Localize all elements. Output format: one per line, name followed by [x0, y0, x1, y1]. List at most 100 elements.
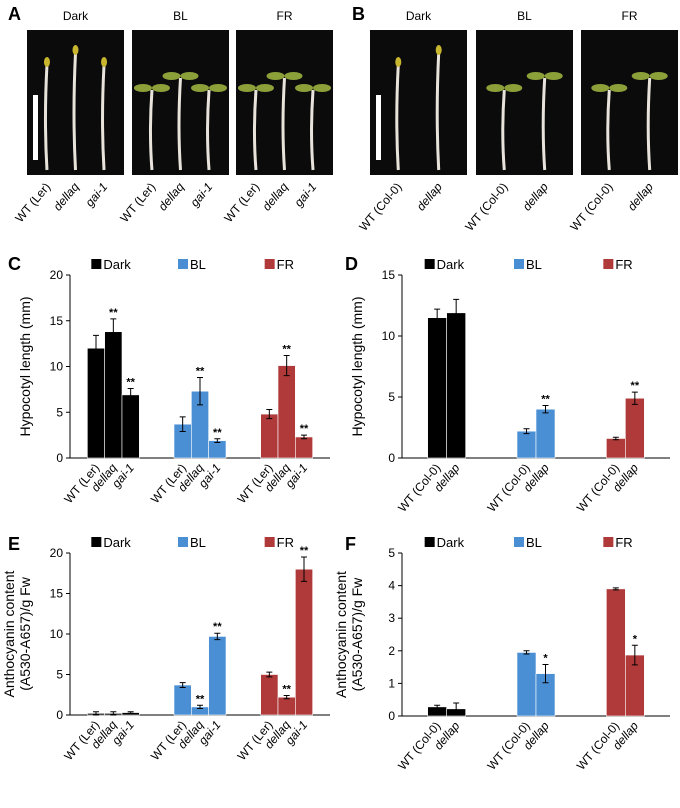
- panel-letter: D: [345, 254, 358, 274]
- cotyledon: [43, 57, 50, 67]
- error-bar: [453, 298, 460, 327]
- error-bar: [434, 308, 441, 327]
- error-bar: [214, 438, 221, 443]
- bar: [606, 588, 626, 717]
- seedling: [541, 77, 547, 171]
- photo: [581, 30, 678, 175]
- legend-swatch: [264, 259, 275, 269]
- error-bar: [612, 436, 619, 441]
- error-bar: [214, 632, 221, 641]
- y-axis-label: (A530-A657)/g Fw: [17, 576, 33, 690]
- genotype-label: gai-1: [291, 180, 319, 209]
- cotyledon: [313, 84, 332, 92]
- error-bar: [197, 376, 203, 406]
- cotyledon: [72, 45, 79, 55]
- seedling: [177, 77, 182, 171]
- cotyledon: [631, 72, 650, 80]
- bar: [516, 652, 537, 717]
- panel-letter: F: [345, 534, 356, 554]
- legend-label: Dark: [437, 535, 465, 550]
- error-bar: [266, 671, 273, 678]
- photo-title: Dark: [63, 9, 89, 23]
- photo: [476, 30, 573, 175]
- bar: [173, 684, 192, 716]
- y-tick-label: 5: [388, 390, 395, 404]
- significance: **: [282, 684, 291, 696]
- y-tick-label: 5: [56, 405, 63, 419]
- bar: [260, 674, 279, 716]
- y-axis-label: Hypocotyl length (mm): [349, 296, 365, 436]
- seedling: [606, 89, 611, 171]
- cotyledon: [255, 84, 274, 92]
- y-axis-label: Hypocotyl length (mm): [17, 296, 33, 436]
- genotype-label: dellap: [414, 180, 446, 214]
- bar: [260, 413, 279, 459]
- error-bar: [612, 587, 619, 591]
- bar: [121, 394, 140, 459]
- error-bar: [93, 334, 99, 362]
- y-tick-label: 10: [50, 627, 64, 641]
- panel-letter: C: [8, 254, 21, 274]
- legend-swatch: [264, 537, 275, 547]
- legend-label: Dark: [103, 535, 131, 550]
- significance: **: [126, 376, 135, 388]
- cotyledon: [504, 84, 523, 92]
- bar: [295, 568, 313, 716]
- y-tick-label: 15: [382, 268, 396, 282]
- panel-letter: B: [352, 4, 365, 24]
- y-tick-label: 5: [388, 546, 395, 560]
- panel-letter: E: [8, 534, 20, 554]
- bar: [277, 696, 296, 716]
- panel-letter: A: [8, 4, 21, 24]
- cotyledon: [486, 84, 505, 92]
- genotype-label: WT (Ler): [12, 180, 53, 225]
- bar: [606, 438, 626, 459]
- seedling: [252, 89, 258, 171]
- photo: [370, 30, 467, 175]
- error-bar: [453, 702, 460, 716]
- bar: [427, 317, 447, 459]
- genotype-label: WT (Ler): [221, 180, 262, 225]
- y-tick-label: 0: [56, 451, 63, 465]
- genotype-label: WT (Col-0): [356, 180, 404, 234]
- legend-swatch: [178, 537, 188, 547]
- legend-swatch: [603, 537, 614, 547]
- error-bar: [542, 405, 549, 414]
- cotyledon: [544, 72, 563, 80]
- legend-label: BL: [190, 257, 206, 272]
- genotype-label: dellap: [625, 180, 657, 214]
- error-bar: [542, 663, 549, 684]
- significance: **: [213, 427, 222, 439]
- y-tick-label: 20: [50, 268, 64, 282]
- seedling: [395, 64, 400, 171]
- error-bar: [434, 704, 441, 710]
- genotype-label: WT (Col-0): [567, 180, 615, 234]
- cotyledon: [133, 84, 152, 92]
- cotyledon: [101, 57, 108, 67]
- cotyledon: [295, 84, 314, 92]
- bar: [446, 312, 466, 459]
- legend-swatch: [514, 259, 524, 269]
- legend-label: BL: [526, 257, 542, 272]
- error-bar: [110, 711, 117, 716]
- legend-swatch: [178, 259, 188, 269]
- cotyledon: [151, 84, 170, 92]
- legend-swatch: [603, 259, 614, 269]
- significance: **: [213, 621, 222, 633]
- y-tick-label: 10: [50, 360, 64, 374]
- seedling: [101, 64, 106, 171]
- genotype-label: WT (Col-0): [462, 180, 510, 234]
- seedling: [435, 52, 441, 171]
- error-bar: [301, 434, 307, 440]
- y-tick-label: 0: [388, 709, 395, 723]
- seedling: [43, 64, 49, 171]
- bar: [208, 440, 227, 459]
- cotyledon: [591, 84, 610, 92]
- error-bar: [93, 711, 99, 716]
- cotyledon: [284, 72, 303, 80]
- y-tick-label: 20: [50, 546, 64, 560]
- legend-label: Dark: [103, 257, 131, 272]
- y-tick-label: 5: [56, 668, 63, 682]
- scale-bar: [33, 95, 38, 160]
